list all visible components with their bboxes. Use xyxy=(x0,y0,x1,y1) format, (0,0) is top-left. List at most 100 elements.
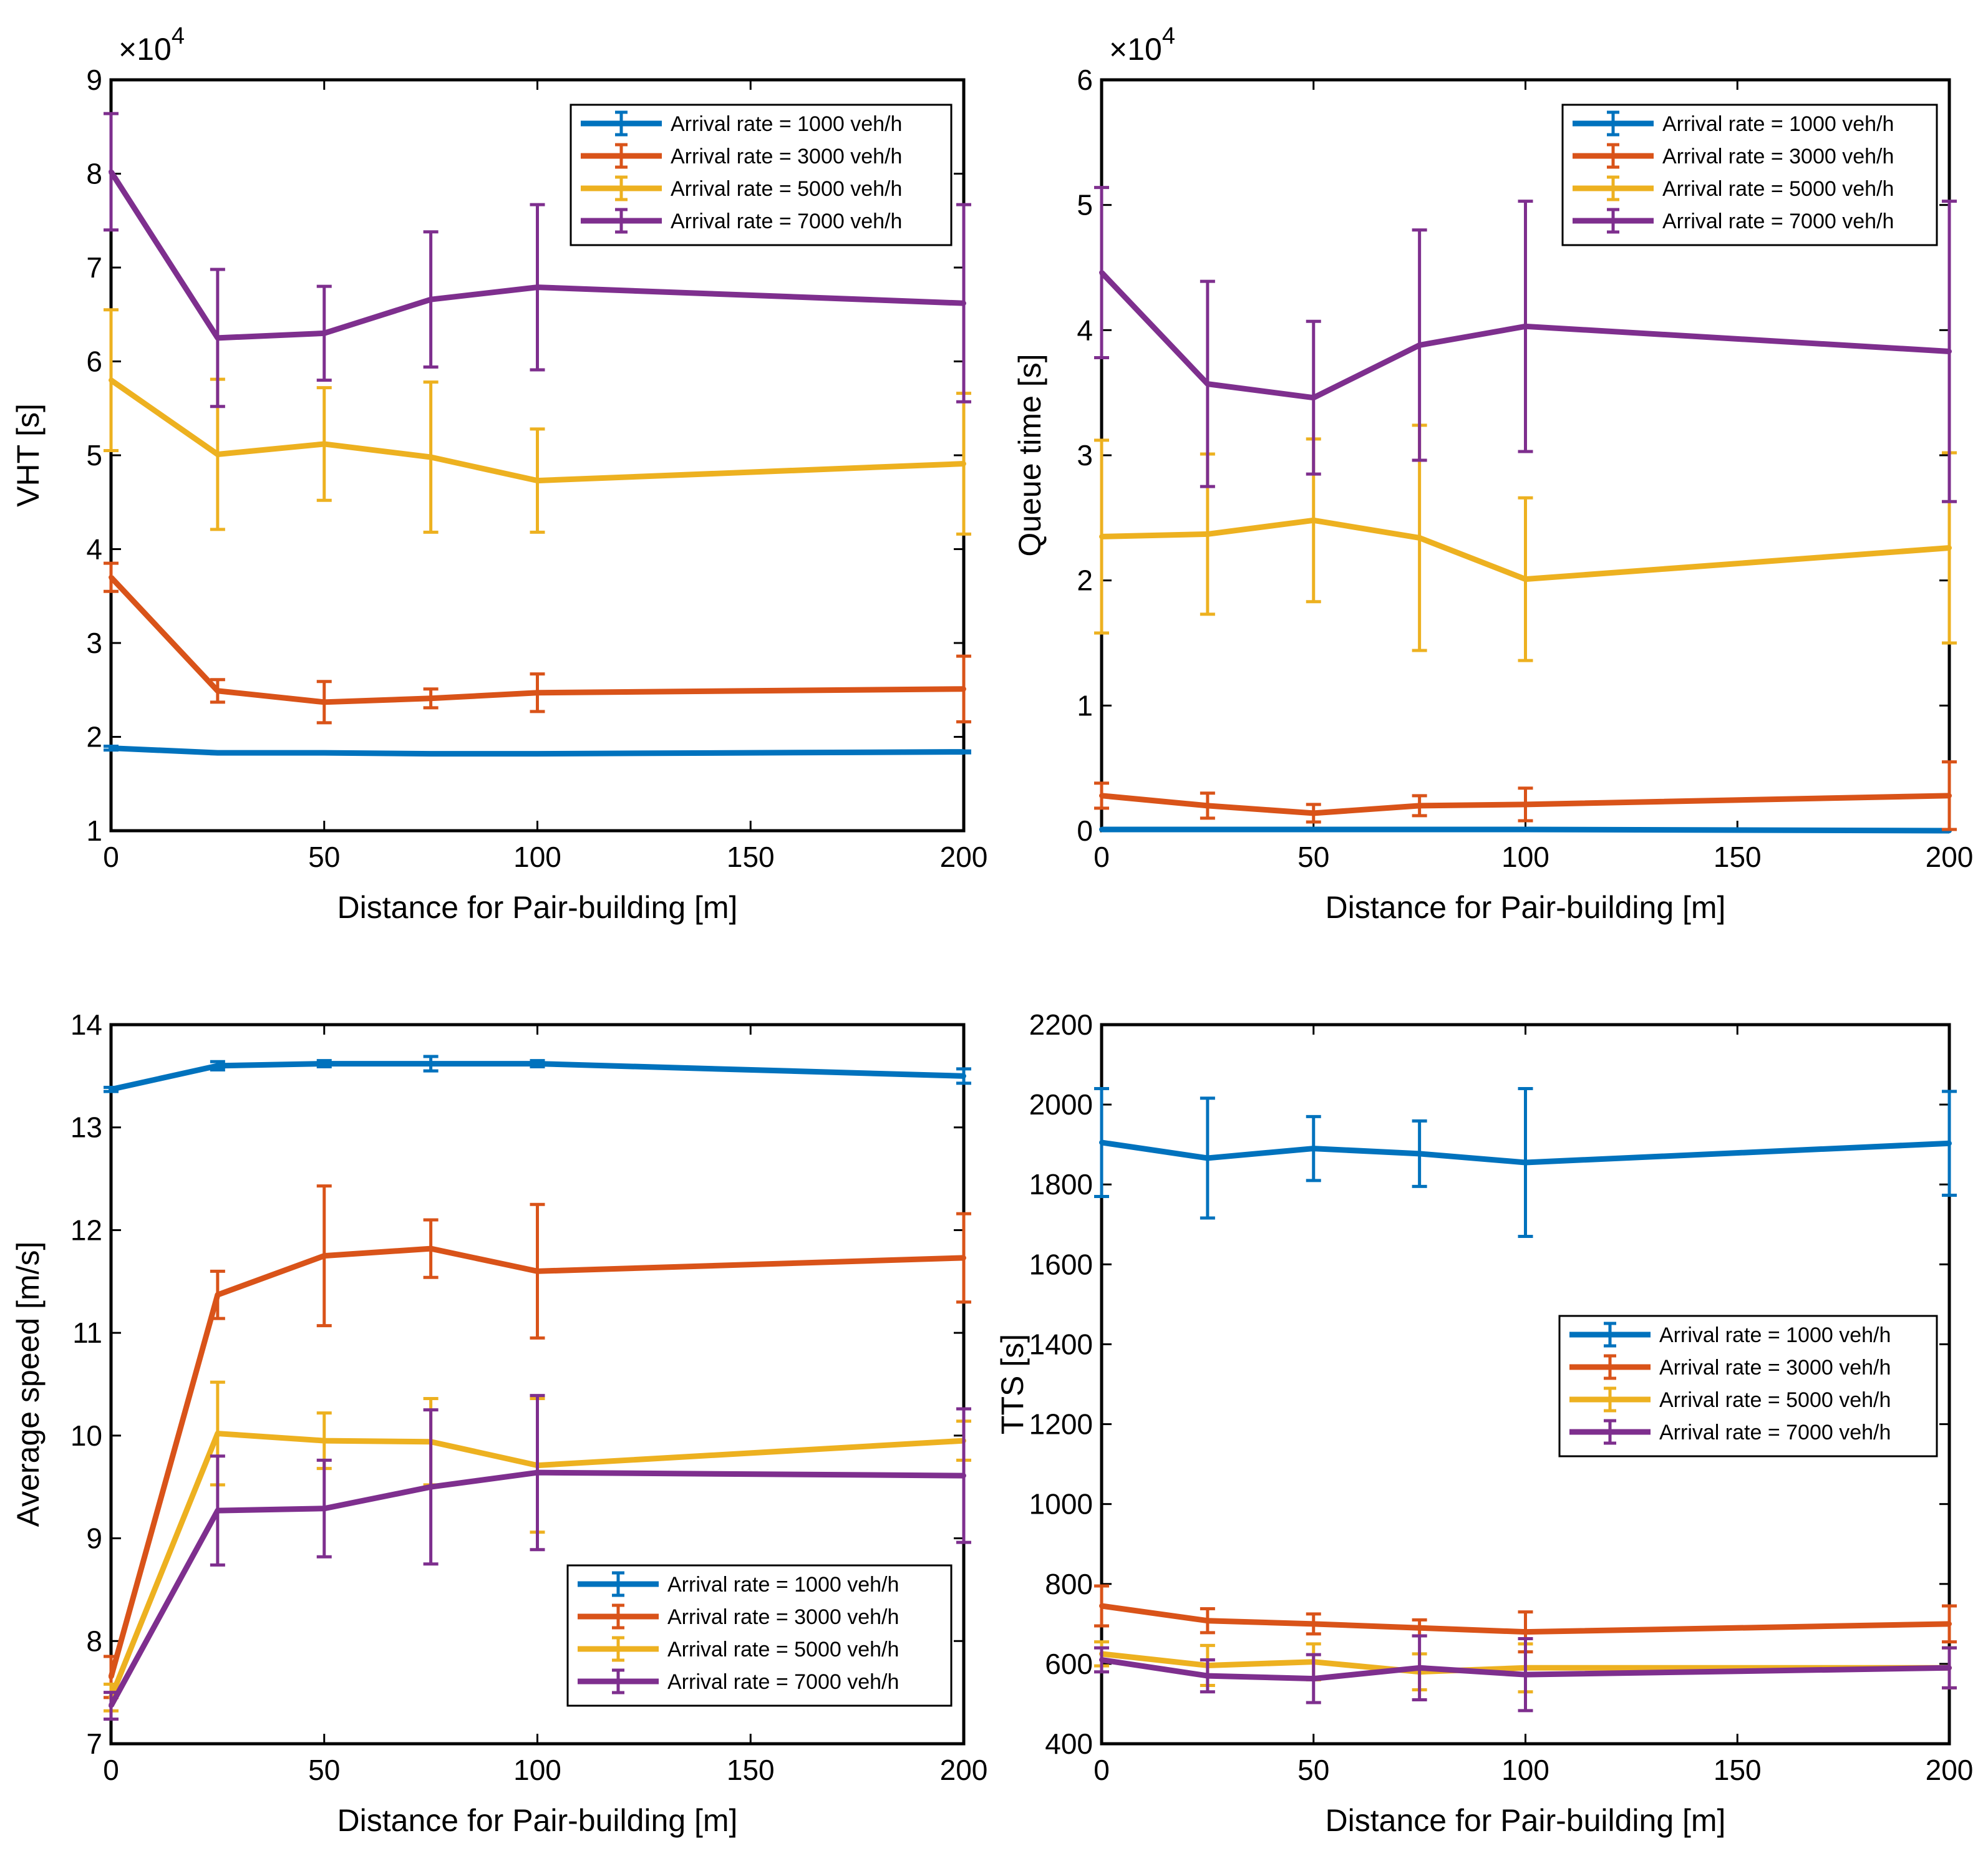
series-s5000 xyxy=(1094,423,1957,662)
legend-label: Arrival rate = 7000 veh/h xyxy=(1662,210,1894,233)
series-s7000 xyxy=(1094,1634,1957,1713)
axis-exponent: ×104 xyxy=(119,23,185,67)
data-point xyxy=(961,1473,966,1479)
legend-label: Arrival rate = 1000 veh/h xyxy=(671,112,902,136)
chart-vht: 0 50 100 150 200 1 2 3 4 5 6 7 8 9 ×104 Distance for Pa… xyxy=(11,23,987,925)
series-line xyxy=(1101,1603,1950,1635)
data-point xyxy=(1947,349,1952,354)
data-point xyxy=(1523,1672,1528,1678)
y-tick-label: 2000 xyxy=(1029,1088,1093,1121)
data-point xyxy=(215,1292,220,1298)
series-line xyxy=(1101,1657,1950,1682)
data-point xyxy=(1947,1621,1952,1627)
data-point xyxy=(1205,1155,1210,1161)
x-tick-label: 0 xyxy=(103,841,119,873)
data-point xyxy=(321,441,327,447)
y-tick-label: 1200 xyxy=(1029,1408,1093,1441)
data-point xyxy=(1523,1629,1528,1635)
y-tick-label: 4 xyxy=(1077,314,1093,346)
data-point xyxy=(428,1484,434,1490)
y-tick-label: 2200 xyxy=(1029,1008,1093,1041)
data-point xyxy=(321,1438,327,1444)
series-line xyxy=(1101,517,1950,582)
y-tick-label: 7 xyxy=(86,251,102,284)
y-tick-label: 800 xyxy=(1045,1568,1093,1600)
x-axis-label: Distance for Pair-building [m] xyxy=(1326,1803,1726,1838)
legend-label: Arrival rate = 5000 veh/h xyxy=(1662,177,1894,201)
series-s7000 xyxy=(104,112,971,408)
data-point xyxy=(428,751,434,756)
series-s7000 xyxy=(104,1394,971,1721)
legend-label: Arrival rate = 7000 veh/h xyxy=(1659,1421,1891,1444)
y-tick-label: 1 xyxy=(1077,689,1093,722)
data-point xyxy=(428,695,434,701)
y-tick-label: 1400 xyxy=(1029,1328,1093,1360)
data-point xyxy=(1417,1151,1422,1156)
x-tick-label: 100 xyxy=(1501,841,1549,873)
legend-label: Arrival rate = 1000 veh/h xyxy=(1662,112,1894,136)
data-point xyxy=(1205,381,1210,387)
legend: Arrival rate = 1000 veh/h Arrival rate = … xyxy=(566,1564,953,1707)
data-point xyxy=(1311,1621,1316,1627)
y-axis-label: Queue time [s] xyxy=(1012,354,1047,556)
legend-label: Arrival rate = 3000 veh/h xyxy=(1659,1356,1891,1380)
x-tick-label: 200 xyxy=(940,1754,988,1786)
data-point xyxy=(535,1269,540,1274)
data-point xyxy=(1947,1141,1952,1146)
data-point xyxy=(428,455,434,460)
series-s3000 xyxy=(104,561,971,725)
data-point xyxy=(1099,1603,1104,1609)
legend-label: Arrival rate = 5000 veh/h xyxy=(671,177,902,201)
y-tick-label: 1800 xyxy=(1029,1168,1093,1201)
data-point xyxy=(1523,826,1528,832)
data-point xyxy=(215,750,220,756)
data-point xyxy=(1205,1618,1210,1623)
x-tick-label: 0 xyxy=(1093,841,1110,873)
y-axis-label: Average speed [m/s] xyxy=(11,1242,46,1527)
x-axis-label: Distance for Pair-building [m] xyxy=(337,890,738,925)
y-tick-label: 8 xyxy=(86,1625,102,1657)
legend-label: Arrival rate = 1000 veh/h xyxy=(1659,1323,1891,1347)
data-point xyxy=(535,478,540,483)
x-axis-label: Distance for Pair-building [m] xyxy=(1326,890,1726,925)
chart-tts: 0 50 100 150 200 400 600 800 1000 1200 1400 1600 180… xyxy=(995,1008,1973,1838)
chart-queue: 0 50 100 150 200 0 1 2 3 4 5 6 ×104 Distance for Pair… xyxy=(1012,23,1973,925)
y-tick-label: 2 xyxy=(1077,564,1093,597)
data-point xyxy=(1311,395,1316,400)
data-point xyxy=(109,745,114,751)
data-point xyxy=(1099,1139,1104,1145)
legend-label: Arrival rate = 7000 veh/h xyxy=(667,1670,899,1694)
x-tick-label: 50 xyxy=(1297,841,1329,873)
legend-label: Arrival rate = 7000 veh/h xyxy=(671,210,902,233)
data-point xyxy=(215,688,220,694)
x-tick-label: 150 xyxy=(727,1754,775,1786)
y-tick-label: 14 xyxy=(70,1008,102,1041)
series-s1000 xyxy=(104,745,971,757)
series-line xyxy=(109,575,964,705)
x-axis-label: Distance for Pair-building [m] xyxy=(337,1803,738,1838)
data-point xyxy=(1311,1146,1316,1151)
data-point xyxy=(1523,1159,1528,1165)
x-tick-label: 100 xyxy=(513,1754,561,1786)
x-tick-label: 200 xyxy=(940,841,988,873)
series-s3000 xyxy=(104,1184,971,1699)
y-tick-label: 6 xyxy=(86,346,102,378)
data-point xyxy=(109,574,114,580)
data-point xyxy=(1205,826,1210,832)
data-point xyxy=(1099,534,1104,539)
x-tick-label: 100 xyxy=(1501,1754,1549,1786)
data-point xyxy=(1523,801,1528,807)
y-tick-label: 400 xyxy=(1045,1728,1093,1760)
y-tick-label: 1 xyxy=(86,814,102,847)
x-tick-label: 0 xyxy=(1093,1754,1110,1786)
data-point xyxy=(961,301,966,306)
data-point xyxy=(1099,270,1104,276)
data-point xyxy=(1205,1673,1210,1679)
x-tick-label: 200 xyxy=(1926,841,1974,873)
data-point xyxy=(1417,803,1422,808)
data-point xyxy=(215,452,220,457)
y-tick-label: 4 xyxy=(86,533,102,566)
x-tick-label: 150 xyxy=(1714,1754,1762,1786)
y-axis-label: VHT [s] xyxy=(11,404,46,507)
y-axis-label: TTS [s] xyxy=(995,1334,1030,1434)
